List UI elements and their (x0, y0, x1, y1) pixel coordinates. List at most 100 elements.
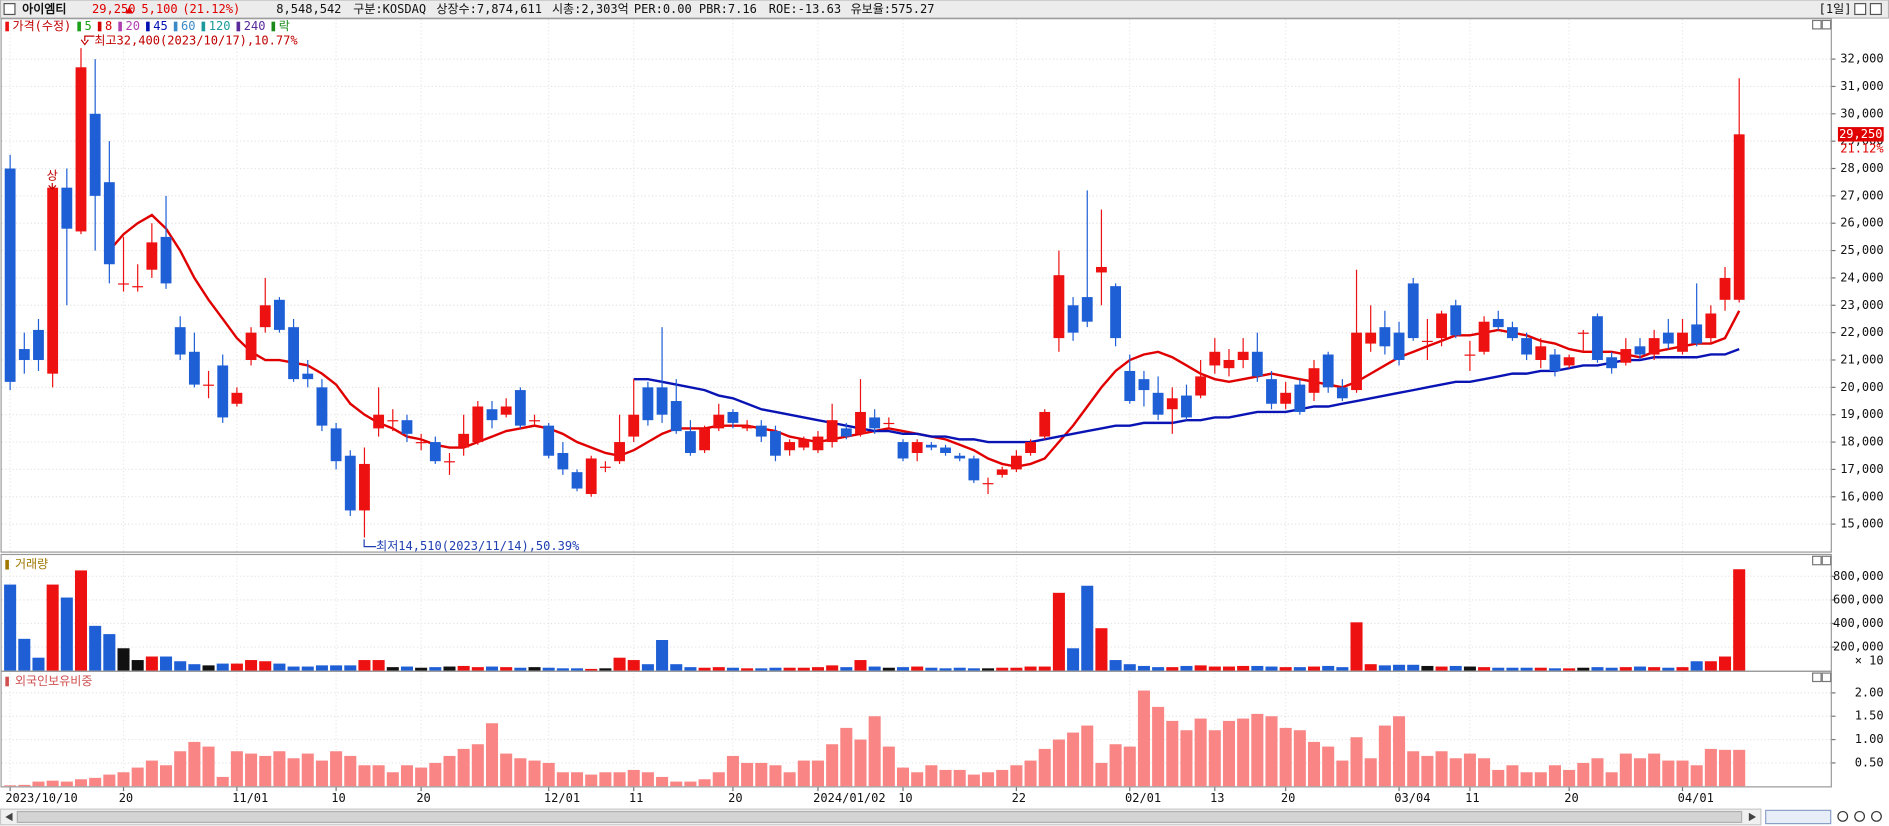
candle-body (387, 420, 399, 422)
bar (585, 668, 598, 671)
panel-button[interactable] (1821, 672, 1832, 683)
bar (485, 723, 499, 787)
candle-body (727, 411, 739, 423)
bar (415, 667, 428, 671)
x-tick-label: 20 (728, 791, 742, 805)
last-change: 21.12% (1840, 141, 1884, 155)
candle-body (741, 425, 753, 429)
window-button[interactable] (1854, 3, 1867, 16)
y-tick-label: 1.00 (1855, 732, 1884, 746)
bar (1563, 668, 1576, 671)
bar (1619, 753, 1632, 787)
panel-button[interactable] (1821, 555, 1832, 566)
bar (1052, 592, 1065, 671)
bar (131, 660, 144, 671)
bar (1733, 749, 1746, 787)
bar (202, 746, 215, 787)
bar (202, 665, 215, 671)
bar (1180, 730, 1193, 787)
bar (287, 666, 300, 671)
candle-body (1138, 379, 1150, 391)
bar (1208, 666, 1221, 671)
candle-body (1067, 305, 1079, 333)
candle-body (47, 187, 59, 374)
candle-body (755, 425, 767, 437)
zoom-in[interactable] (1837, 810, 1849, 822)
candle-body (188, 351, 200, 385)
y-tick-label: 30,000 (1840, 106, 1883, 120)
bar (953, 667, 966, 671)
bar (174, 661, 187, 671)
y-tick-label: 23,000 (1840, 298, 1883, 312)
bar (457, 665, 470, 671)
y-tick-label: 27,000 (1840, 188, 1883, 202)
bar (698, 779, 711, 787)
period-button[interactable]: [1일] (1819, 2, 1852, 16)
bar (670, 781, 683, 787)
bar (259, 755, 272, 787)
close-button[interactable] (1869, 3, 1882, 16)
high-arrow (80, 35, 95, 46)
bar (216, 663, 229, 671)
bar (1605, 772, 1618, 787)
x-tick-label: 11 (629, 791, 643, 805)
bar (4, 584, 17, 671)
scroll-thumb[interactable] (16, 810, 1743, 823)
roe: ROE:-13.63 (769, 2, 841, 16)
candle-body (288, 327, 300, 380)
bar (1322, 665, 1335, 671)
candle-body (543, 425, 555, 456)
candle-body (925, 444, 937, 448)
bar (1449, 758, 1462, 787)
bar (868, 666, 881, 671)
bar (500, 667, 513, 671)
checkbox[interactable] (3, 3, 16, 16)
candle-body (1691, 324, 1703, 344)
volume-unit: × 10 (1855, 654, 1884, 668)
zoom-out[interactable] (1854, 810, 1866, 822)
candle-body (770, 431, 781, 456)
y-tick-label: 2.00 (1855, 685, 1884, 699)
bar (996, 769, 1009, 787)
x-tick-label: 10 (331, 791, 345, 805)
bar (245, 660, 258, 671)
legend-swatch (5, 559, 9, 570)
bar (556, 668, 569, 671)
bar (953, 769, 966, 787)
bar (273, 663, 286, 671)
bar (613, 657, 626, 671)
candle-body (642, 387, 654, 421)
panel-button[interactable] (1821, 19, 1832, 30)
legend-label: 240 (244, 19, 266, 33)
candle-body (1535, 346, 1547, 360)
bar (783, 667, 796, 671)
candle-body (472, 406, 484, 443)
bar (925, 667, 938, 671)
panel-button[interactable] (1812, 672, 1822, 683)
bar (1137, 665, 1150, 671)
bar (1208, 730, 1221, 787)
bar (528, 760, 541, 787)
bar (896, 767, 910, 787)
bar (1619, 667, 1632, 671)
bar (230, 663, 243, 671)
bar (415, 767, 428, 787)
candle-body (996, 469, 1008, 475)
price: 29,250 (92, 2, 135, 16)
bar (726, 755, 739, 787)
bar (1662, 667, 1675, 671)
bar (1010, 667, 1023, 671)
legend-swatch (201, 21, 206, 32)
legend-swatch (146, 21, 150, 32)
zoom-slider[interactable] (1765, 809, 1832, 825)
candle-body (273, 299, 285, 330)
panel-button[interactable] (1812, 555, 1822, 566)
candle-body (1336, 387, 1348, 399)
bar (797, 667, 810, 671)
bar (1265, 666, 1278, 671)
bar (145, 760, 158, 787)
bar (1463, 666, 1476, 671)
panel-button[interactable] (1812, 19, 1822, 30)
bar (712, 667, 725, 671)
zoom-reset[interactable] (1871, 810, 1882, 822)
